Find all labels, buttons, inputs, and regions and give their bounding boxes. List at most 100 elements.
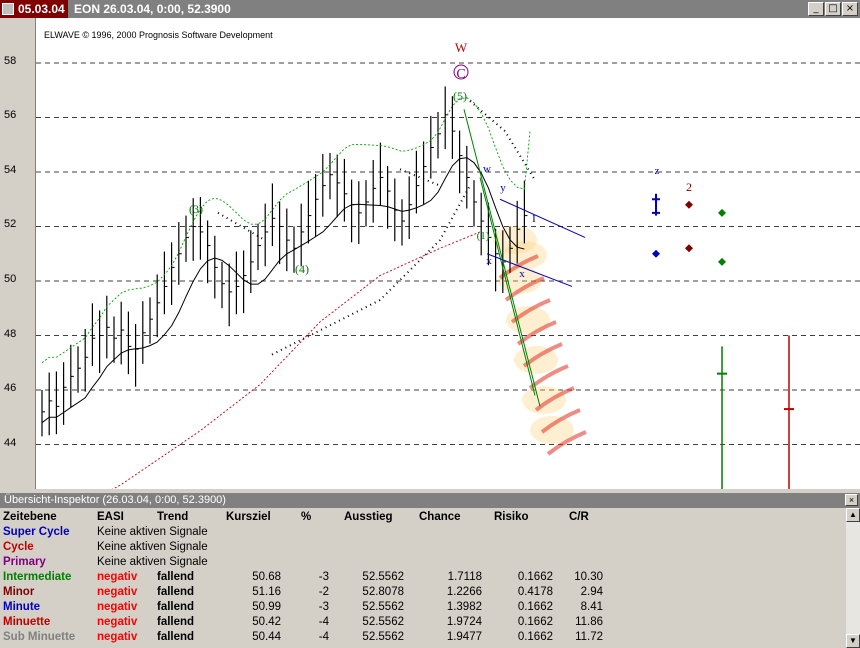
forecast-glow bbox=[506, 306, 550, 334]
wave-label-x: x bbox=[519, 268, 525, 280]
row-kursziel: 51.16 bbox=[252, 586, 281, 598]
row-pct: -4 bbox=[318, 631, 329, 643]
trendline-blue bbox=[499, 198, 586, 238]
row-chance: 1.9724 bbox=[446, 616, 482, 628]
row-cr: 10.30 bbox=[574, 571, 603, 583]
row-note: Keine aktiven Signale bbox=[97, 541, 208, 553]
row-cr: 2.94 bbox=[580, 586, 603, 598]
row-kursziel: 50.44 bbox=[252, 631, 281, 643]
forecast-glow bbox=[493, 226, 537, 254]
inspector-title: Übersicht-Inspektor (26.03.04, 0:00, 52.… bbox=[4, 494, 226, 506]
row-risiko: 0.1662 bbox=[517, 571, 553, 583]
row-trend: fallend bbox=[157, 571, 195, 583]
diamond-maroon bbox=[685, 244, 693, 253]
dotted-channel bbox=[217, 212, 266, 241]
diamond-blue bbox=[652, 249, 660, 258]
y-tick: 58 bbox=[4, 55, 17, 67]
row-level[interactable]: Primary bbox=[3, 556, 46, 568]
y-tick: 52 bbox=[4, 218, 17, 230]
row-cr: 11.72 bbox=[575, 631, 603, 643]
forecast-glow bbox=[522, 386, 566, 414]
title-bar: 05.03.04 EON 26.03.04, 0:00, 52.3900 _ □… bbox=[0, 0, 860, 18]
minimize-button[interactable]: _ bbox=[808, 2, 824, 16]
inspector-title-bar: Übersicht-Inspektor (26.03.04, 0:00, 52.… bbox=[0, 493, 860, 508]
wave-label-c: C bbox=[456, 67, 465, 82]
price-chart[interactable]: WC (5) (3) (4) wy x x (1) Iz 2 bbox=[0, 18, 860, 490]
wave-label-5: (5) bbox=[453, 89, 467, 103]
wave-label-x: x bbox=[486, 255, 492, 267]
row-easi: negativ bbox=[97, 601, 138, 613]
trendline-green bbox=[479, 177, 536, 396]
row-easi: negativ bbox=[97, 616, 138, 628]
header-easi: EASI bbox=[97, 511, 124, 523]
forecast-stripe bbox=[504, 276, 545, 302]
row-pct: -3 bbox=[318, 601, 329, 613]
row-pct: -2 bbox=[318, 586, 329, 598]
row-ausstieg: 52.5562 bbox=[362, 616, 404, 628]
close-button[interactable]: × bbox=[842, 2, 858, 16]
upper-band-line bbox=[41, 97, 531, 364]
wave-label-2: 2 bbox=[686, 180, 692, 194]
header-chance: Chance bbox=[419, 511, 461, 523]
row-easi: negativ bbox=[97, 586, 138, 598]
row-note: Keine aktiven Signale bbox=[97, 526, 208, 538]
row-level[interactable]: Cycle bbox=[3, 541, 34, 553]
y-tick: 54 bbox=[4, 164, 17, 176]
y-tick: 48 bbox=[4, 328, 17, 340]
header-risiko: Risiko bbox=[494, 511, 529, 523]
row-trend: fallend bbox=[157, 631, 195, 643]
row-level[interactable]: Minuette bbox=[3, 616, 51, 628]
forecast-stripe bbox=[510, 298, 551, 324]
row-level[interactable]: Minute bbox=[3, 601, 41, 613]
wave-label-i: I bbox=[532, 213, 536, 225]
row-chance: 1.7118 bbox=[447, 571, 482, 583]
forecast-glow bbox=[503, 241, 547, 269]
inspector-scrollbar[interactable]: ▲ ▼ bbox=[846, 508, 860, 648]
panel-splitter[interactable] bbox=[0, 489, 860, 493]
wave-label-3: (3) bbox=[189, 202, 203, 216]
y-axis: 58 56 54 52 50 48 46 44 bbox=[0, 18, 36, 490]
row-risiko: 0.4178 bbox=[517, 586, 553, 598]
scroll-down-arrow-icon[interactable]: ▼ bbox=[846, 634, 860, 648]
header-ausstieg: Ausstieg bbox=[344, 511, 393, 523]
header-trend: Trend bbox=[157, 511, 189, 523]
row-kursziel: 50.99 bbox=[252, 601, 281, 613]
diamond-green bbox=[718, 208, 726, 217]
row-level[interactable]: Super Cycle bbox=[3, 526, 70, 538]
maximize-button[interactable]: □ bbox=[825, 2, 841, 16]
date-box[interactable]: 05.03.04 bbox=[0, 0, 68, 18]
row-risiko: 0.1662 bbox=[517, 601, 553, 613]
wave-circle bbox=[453, 64, 469, 80]
row-pct: -4 bbox=[318, 616, 329, 628]
row-trend: fallend bbox=[157, 601, 195, 613]
y-tick: 56 bbox=[4, 109, 17, 121]
copyright-notice: ELWAVE © 1996, 2000 Prognosis Software D… bbox=[44, 30, 273, 40]
row-level[interactable]: Minor bbox=[3, 586, 35, 598]
inspector-close-button[interactable]: × bbox=[845, 494, 858, 506]
diamond-maroon bbox=[685, 200, 693, 209]
header-zeitebene: Zeitebene bbox=[3, 511, 57, 523]
row-risiko: 0.1662 bbox=[517, 631, 553, 643]
row-trend: fallend bbox=[157, 616, 195, 628]
row-level[interactable]: Intermediate bbox=[3, 571, 72, 583]
diamond-green bbox=[718, 257, 726, 266]
row-trend: fallend bbox=[157, 586, 195, 598]
row-ausstieg: 52.5562 bbox=[362, 601, 404, 613]
trendline-blue bbox=[486, 253, 573, 287]
y-tick: 50 bbox=[4, 273, 17, 285]
app-icon[interactable] bbox=[2, 3, 14, 15]
forecast-glow bbox=[530, 416, 574, 444]
row-kursziel: 50.42 bbox=[252, 616, 281, 628]
row-level[interactable]: Sub Minuette bbox=[3, 631, 76, 643]
scroll-up-arrow-icon[interactable]: ▲ bbox=[846, 508, 860, 522]
trendline-green bbox=[463, 109, 541, 407]
y-tick: 44 bbox=[4, 437, 17, 449]
wave-label-z: z bbox=[655, 165, 660, 177]
y-tick: 46 bbox=[4, 382, 17, 394]
row-cr: 8.41 bbox=[580, 601, 603, 613]
wave-label-1: (1) bbox=[477, 230, 490, 242]
row-pct: -3 bbox=[318, 571, 329, 583]
row-note: Keine aktiven Signale bbox=[97, 556, 208, 568]
row-chance: 1.9477 bbox=[446, 631, 482, 643]
